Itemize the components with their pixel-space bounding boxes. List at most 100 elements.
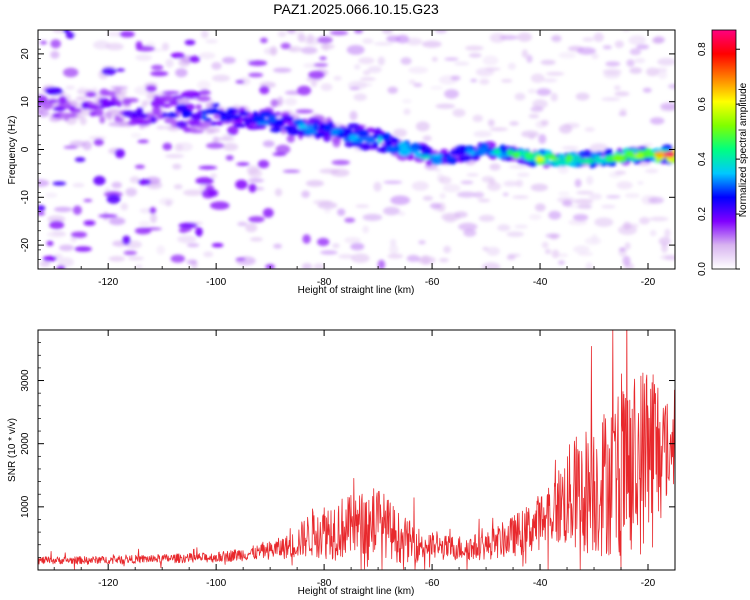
spectrogram-cell <box>249 237 263 242</box>
spectrogram-cell <box>639 217 650 225</box>
spectrogram-cell <box>439 176 452 185</box>
spectrogram-cell <box>114 148 125 159</box>
spectrogram-cell <box>658 237 671 246</box>
spectrogram-cell <box>122 110 136 118</box>
spectrogram-cell <box>429 202 442 209</box>
spectrogram-cell <box>605 61 621 67</box>
spectrogram-cell <box>576 190 594 195</box>
spectrogram-cell <box>306 33 314 44</box>
spectrogram-cell <box>129 176 140 184</box>
spectrogram-cell <box>473 130 492 138</box>
spectrogram-cell <box>359 77 376 81</box>
spectrogram-cell <box>457 191 477 198</box>
spectrogram-cell <box>47 99 59 103</box>
spectrogram-cell <box>248 183 257 193</box>
spectrogram-cell <box>589 143 608 153</box>
spectrogram-cell <box>116 100 122 108</box>
spectrogram-cell <box>205 39 218 44</box>
spectrogram-cell <box>458 222 478 231</box>
spectrogram-cell <box>175 120 188 128</box>
spectrogram-cell <box>69 106 75 111</box>
spectrogram-cell <box>237 221 248 227</box>
spectrogram-cell <box>377 135 383 144</box>
snr-x-tick-label: -60 <box>425 578 440 589</box>
spectrogram-cell <box>594 217 614 227</box>
spectrogram-cell <box>49 220 65 230</box>
spectrogram-cell <box>435 103 456 109</box>
spectrogram-cell <box>439 258 449 263</box>
spectrogram-cell <box>586 175 594 185</box>
spectrogram-cell <box>115 68 126 72</box>
spectrogram-cell <box>344 217 356 223</box>
spectrogram-cell <box>99 88 109 97</box>
spectrogram-cell <box>170 52 185 59</box>
spectrogram-cell <box>347 123 360 130</box>
spectrogram-cell <box>507 62 516 70</box>
spectrogram-cell <box>74 246 92 252</box>
spectrogram-cell <box>273 67 292 73</box>
spectrogram-cell <box>329 30 349 36</box>
spectrogram-y-tick-label: 10 <box>20 96 31 108</box>
spectrogram-cell <box>99 115 106 124</box>
spectrogram-cell <box>362 70 371 76</box>
spectrogram-cell <box>199 52 216 60</box>
spectrogram-cell <box>374 127 382 136</box>
spectrogram-cell <box>169 99 179 106</box>
spectrogram-cell <box>440 148 449 154</box>
spectrogram-cell <box>247 178 265 183</box>
spectrogram-cell <box>211 102 220 108</box>
spectrogram-cell <box>56 265 66 269</box>
spectrogram-cell <box>288 46 302 53</box>
spectrogram-cell <box>351 253 370 263</box>
spectrogram-cell <box>86 104 100 110</box>
spectrogram-cell <box>69 140 86 148</box>
spectrogram-cell <box>177 235 197 244</box>
spectrogram-cell <box>373 141 379 147</box>
spectrogram-cell <box>257 159 270 169</box>
spectrogram-cell <box>178 222 198 229</box>
spectrogram-cell <box>101 67 117 76</box>
spectrogram-cell <box>626 59 635 67</box>
spectrogram-cell <box>222 142 239 151</box>
spectrogram-cell <box>386 146 397 153</box>
spectrogram-cell <box>330 168 350 177</box>
spectrogram-cell <box>295 109 314 114</box>
spectrogram-cell <box>469 150 476 156</box>
spectrogram-cell <box>619 247 626 252</box>
spectrogram-cell <box>81 101 90 110</box>
spectrogram-cell <box>529 214 542 220</box>
spectrogram-cell <box>482 246 489 251</box>
spectrogram-cell <box>403 108 411 115</box>
spectrogram-cell <box>211 62 222 70</box>
spectrogram-cell <box>350 142 361 147</box>
spectrogram-cell <box>502 192 509 197</box>
spectrogram-cell <box>52 113 61 118</box>
spectrogram-cell <box>62 67 79 78</box>
spectrogram-cell <box>644 168 659 174</box>
spectrogram-cell <box>506 255 516 260</box>
spectrogram-cell <box>649 117 665 125</box>
spectrogram-cell <box>430 154 443 158</box>
spectrogram-cell <box>198 165 218 170</box>
spectrogram-cell <box>530 73 545 83</box>
spectrogram-cell <box>106 31 125 37</box>
spectrogram-cell <box>127 256 144 261</box>
spectrogram-cell <box>281 115 294 122</box>
spectrogram-cell <box>215 137 235 141</box>
spectrogram-cell <box>273 243 282 249</box>
spectrogram-cell <box>50 39 61 49</box>
spectrogram-cell <box>161 112 168 118</box>
spectrogram-cell <box>331 159 351 166</box>
spectrogram-x-tick-label: -120 <box>98 277 118 288</box>
spectrogram-cell <box>212 74 230 82</box>
spectrogram-cell <box>53 206 73 213</box>
spectrogram-cell <box>584 237 602 245</box>
spectrogram-cell <box>156 125 166 130</box>
spectrogram-cell <box>46 240 54 247</box>
spectrogram-cell <box>45 192 58 198</box>
spectrogram-cell <box>70 236 77 243</box>
spectrogram-y-tick-label: 0 <box>20 146 31 152</box>
snr-frame <box>37 329 676 571</box>
spectrogram-cell <box>150 116 157 124</box>
spectrogram-cell <box>165 58 174 68</box>
